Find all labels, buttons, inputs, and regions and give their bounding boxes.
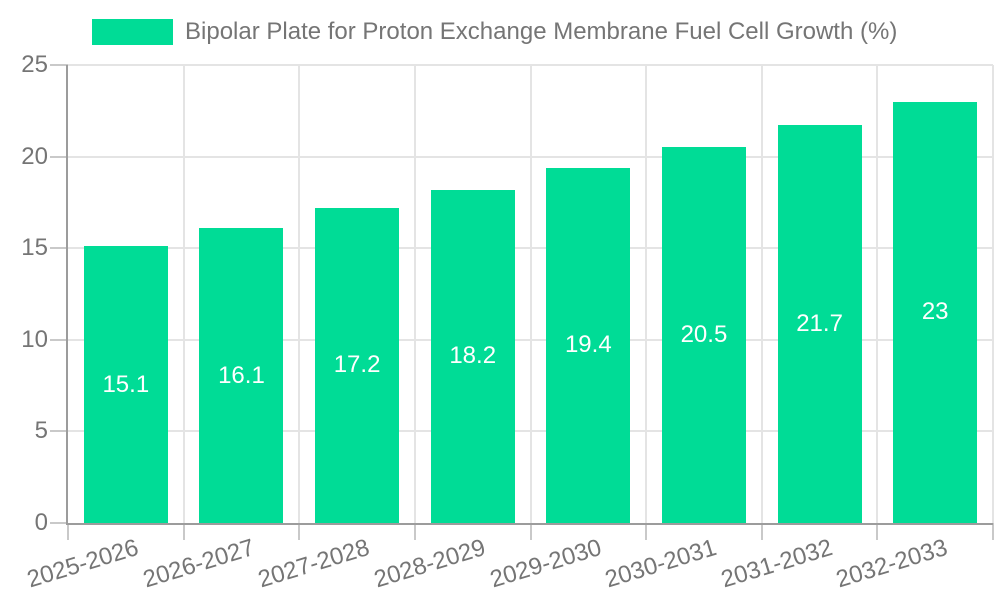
y-tick-label: 10: [21, 325, 48, 353]
x-tick-label: 2028-2029: [370, 534, 489, 594]
x-tick-mark: [992, 523, 994, 540]
x-tick-label: 2031-2032: [717, 534, 836, 594]
y-tick-label: 0: [34, 509, 48, 536]
gridline-vertical: [298, 65, 301, 523]
bar-value-label: 17.2: [333, 351, 381, 379]
gridline-vertical: [413, 65, 416, 523]
bar: 23: [893, 101, 978, 523]
x-tick-label: 2030-2031: [602, 534, 720, 594]
x-tick-label: 2029-2030: [486, 534, 605, 594]
x-tick-mark: [760, 523, 763, 540]
bar-value-label: 23: [921, 298, 949, 326]
x-tick-mark: [645, 523, 648, 540]
y-tick-mark: [50, 338, 68, 341]
bar: 20.5: [661, 147, 746, 523]
bar-value-label: 16.1: [218, 361, 265, 389]
x-tick-label: 2027-2028: [255, 534, 373, 594]
y-tick-mark: [50, 64, 68, 66]
legend-label: Bipolar Plate for Proton Exchange Membra…: [185, 18, 898, 45]
gridline-vertical: [182, 65, 185, 523]
x-tick-label: 2025-2026: [24, 534, 142, 594]
bar: 19.4: [546, 167, 631, 523]
gridline-vertical: [529, 65, 532, 523]
bar-value-label: 15.1: [102, 370, 150, 398]
bar: 21.7: [777, 125, 862, 523]
y-axis: [66, 65, 68, 525]
x-tick-mark: [182, 523, 185, 540]
y-tick-mark: [50, 522, 68, 524]
y-tick-mark: [50, 430, 68, 433]
gridline-vertical: [645, 65, 648, 523]
y-tick-label: 25: [21, 51, 48, 78]
y-tick-label: 15: [21, 234, 48, 262]
y-tick-label: 20: [21, 142, 48, 170]
x-tick-mark: [529, 523, 532, 540]
bar-value-label: 18.2: [449, 342, 497, 370]
bar: 17.2: [315, 207, 400, 523]
gridline-vertical: [992, 65, 994, 523]
x-axis: [66, 523, 993, 525]
bar: 15.1: [83, 246, 168, 523]
x-tick-mark: [298, 523, 301, 540]
gridline-vertical: [760, 65, 763, 523]
x-tick-label: 2032-2033: [833, 534, 952, 594]
x-tick-mark: [413, 523, 416, 540]
bar-value-label: 21.7: [796, 310, 843, 338]
bar-value-label: 19.4: [564, 331, 612, 359]
gridline-vertical: [876, 65, 879, 523]
y-tick-mark: [50, 247, 68, 250]
bar-value-label: 20.5: [680, 321, 728, 349]
y-tick-label: 5: [34, 417, 48, 445]
legend-swatch: [92, 19, 173, 45]
bar: 16.1: [199, 228, 284, 523]
bar: 18.2: [430, 189, 515, 523]
y-tick-mark: [50, 155, 68, 158]
x-tick-mark: [67, 523, 69, 540]
x-tick-mark: [876, 523, 879, 540]
x-tick-label: 2026-2027: [139, 534, 258, 594]
legend: Bipolar Plate for Proton Exchange Membra…: [0, 0, 1000, 55]
